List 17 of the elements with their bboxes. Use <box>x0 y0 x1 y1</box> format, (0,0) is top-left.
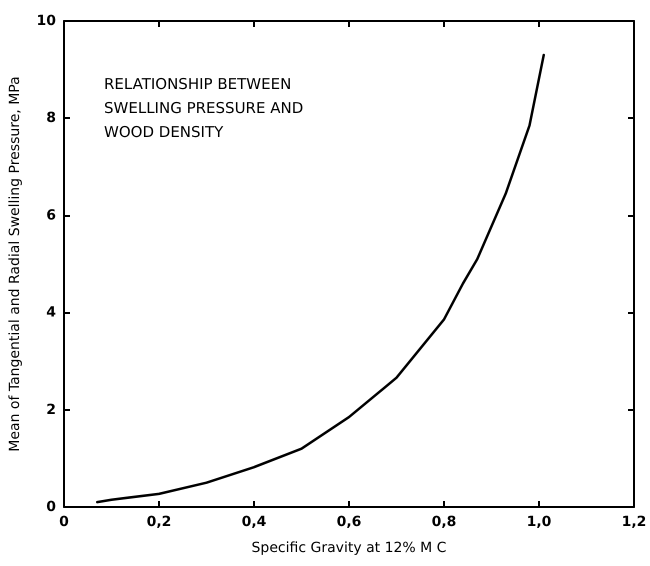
y-tick-label: 6 <box>46 207 56 224</box>
annotation: RELATIONSHIP BETWEEN SWELLING PRESSURE AND WOOD DENSITY <box>104 75 304 141</box>
x-tick-label: 0,2 <box>146 514 172 530</box>
line-series <box>96 54 545 504</box>
x-tick-label: 0,8 <box>432 514 456 530</box>
y-tick-label: 10 <box>36 13 56 29</box>
x-axis-title: Specific Gravity at 12% M C <box>252 540 447 556</box>
y-axis-title: Mean of Tangential and Radial Swelling Pressure, MPa <box>7 76 23 452</box>
x-tick-label: 0 <box>59 514 70 530</box>
x-tick-label: 0,4 <box>242 514 267 530</box>
x-tick-label: 0,6 <box>336 514 362 530</box>
y-tick-label: 8 <box>46 110 56 126</box>
x-tick-label: 1,0 <box>526 514 552 530</box>
y-tick-label: 0 <box>46 499 56 515</box>
x-tick-label: 1,2 <box>622 514 646 530</box>
y-tick-label: 4 <box>46 304 56 321</box>
y-tick-label: 2 <box>46 402 56 418</box>
